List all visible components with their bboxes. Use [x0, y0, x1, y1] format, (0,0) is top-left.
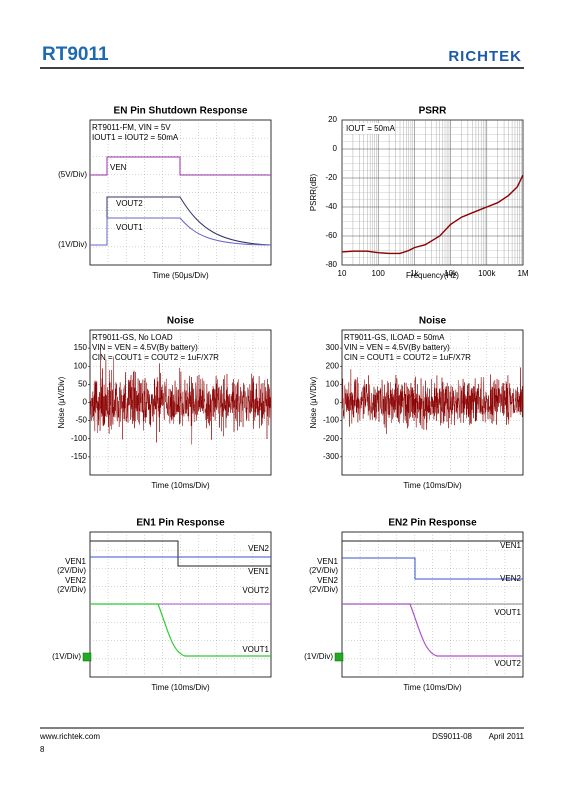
trace-label: VOUT1	[116, 223, 143, 232]
ven-trace	[90, 156, 271, 176]
logo: RICHTEK	[448, 48, 522, 65]
noise-trace	[341, 367, 524, 434]
page-number: 8	[40, 745, 45, 754]
x-axis-label: Time (10ms/Div)	[403, 683, 462, 692]
doc-date: April 2011	[489, 732, 525, 741]
trace-label: VOUT2	[494, 659, 521, 668]
axis-label: (1V/Div)	[58, 240, 87, 249]
vout1-trace	[90, 603, 271, 657]
trace-label: VOUT1	[494, 608, 521, 617]
axis-label: (2V/Div)	[309, 585, 338, 594]
axis-label: (1V/Div)	[52, 652, 81, 661]
y-tick-label: -80	[325, 260, 337, 269]
y-tick-label: 0	[333, 144, 338, 153]
note: VIN = VEN = 4.5V(By battery)	[92, 343, 198, 352]
note: VIN = VEN = 4.5V(By battery)	[344, 343, 450, 352]
note: CIN = COUT1 = COUT2 = 1uF/X7R	[344, 353, 471, 362]
axis-label: (1V/Div)	[304, 652, 333, 661]
y-tick-label: -150	[71, 452, 88, 461]
y-axis-label: Noise (μV/Div)	[57, 376, 66, 428]
y-tick-label: 100	[74, 361, 88, 370]
y-axis-label: Noise (μV/Div)	[309, 376, 318, 428]
y-tick-label: 300	[326, 343, 340, 352]
y-tick-label: 100	[326, 379, 340, 388]
axis-label: (2V/Div)	[309, 566, 338, 575]
note: IOUT1 = IOUT2 = 50mA	[92, 133, 179, 142]
psrr-line	[341, 174, 524, 255]
axis-label: (2V/Div)	[57, 566, 86, 575]
axis-label: (5V/Div)	[58, 170, 87, 179]
x-tick-label: 1k	[410, 269, 419, 278]
vout2-trace	[90, 196, 272, 246]
panel-title: EN1 Pin Response	[136, 518, 225, 529]
note-bg	[344, 123, 392, 134]
doc-id: DS9011-08	[432, 732, 472, 741]
x-tick-label: 100	[372, 269, 386, 278]
axis-label: VEN1	[65, 557, 86, 566]
y-tick-label: 0	[83, 398, 88, 407]
note: IOUT = 50mA	[346, 124, 396, 133]
trace-label: VEN1	[248, 567, 269, 576]
y-tick-label: 20	[328, 115, 337, 124]
ven2-trace	[342, 557, 523, 580]
y-tick-label: -300	[323, 452, 340, 461]
doc-title: RT9011	[42, 44, 109, 65]
x-axis-label: Time (50μs/Div)	[152, 271, 209, 280]
x-axis-label: Time (10ms/Div)	[403, 481, 462, 490]
panel-title: EN2 Pin Response	[388, 518, 477, 529]
ground-marker	[82, 652, 92, 662]
y-tick-label: -20	[325, 173, 337, 182]
x-tick-label: 10k	[444, 269, 458, 278]
axis-label: VEN2	[65, 576, 86, 585]
y-tick-label: -50	[75, 416, 87, 425]
y-tick-label: -100	[323, 416, 340, 425]
axis-label: (2V/Div)	[57, 585, 86, 594]
noise-trace	[89, 348, 272, 445]
note: RT9011-FM, VIN = 5V	[92, 123, 171, 132]
vout2-trace	[342, 603, 523, 657]
note: RT9011-GS, No LOAD	[92, 333, 173, 342]
note: CIN = COUT1 = COUT2 = 1uF/X7R	[92, 353, 219, 362]
panel-title: PSRR	[419, 106, 448, 117]
trace-label: VEN2	[248, 544, 269, 553]
trace-label: VOUT1	[242, 645, 269, 654]
panel-title: Noise	[419, 316, 447, 327]
y-tick-label: -40	[325, 202, 337, 211]
y-tick-label: 150	[74, 343, 88, 352]
trace-label: VEN1	[500, 541, 521, 550]
y-tick-label: 200	[326, 361, 340, 370]
x-tick-label: 10	[338, 269, 347, 278]
ground-marker	[334, 652, 344, 662]
y-tick-label: -200	[323, 434, 340, 443]
x-tick-label: 1M	[517, 269, 528, 278]
y-tick-label: 50	[78, 379, 87, 388]
x-axis-label: Time (10ms/Div)	[151, 481, 210, 490]
axis-label: VEN2	[317, 576, 338, 585]
panel-title: Noise	[167, 316, 195, 327]
x-axis-label: Time (10ms/Div)	[151, 683, 210, 692]
y-tick-label: -100	[71, 434, 88, 443]
panel-title: EN Pin Shutdown Response	[114, 106, 248, 117]
trace-label: VOUT2	[116, 199, 143, 208]
trace-label: VOUT2	[242, 586, 269, 595]
trace-label: VEN	[110, 163, 127, 172]
y-tick-label: 0	[335, 398, 340, 407]
y-tick-label: -60	[325, 231, 337, 240]
x-tick-label: 100k	[478, 269, 496, 278]
vout1-trace	[90, 217, 272, 246]
note: RT9011-GS, ILOAD = 50mA	[344, 333, 445, 342]
trace-label: VEN2	[500, 574, 521, 583]
axis-label: VEN1	[317, 557, 338, 566]
x-axis-label: Frequency(Hz)	[406, 271, 459, 280]
y-axis-label: PSRR(dB)	[309, 173, 318, 211]
ven2-trace	[90, 540, 271, 567]
footer-url: www.richtek.com	[39, 732, 100, 741]
